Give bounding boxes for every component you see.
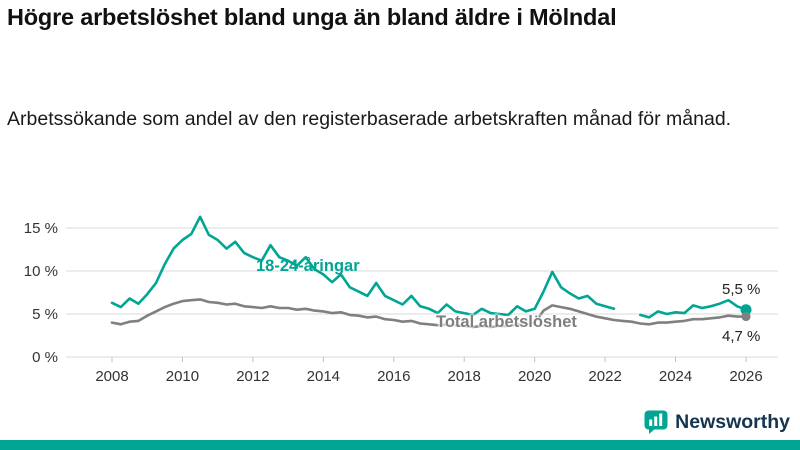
svg-text:2022: 2022 xyxy=(588,368,621,385)
svg-text:2016: 2016 xyxy=(377,368,410,385)
brand-accent-bar xyxy=(0,440,800,450)
newsworthy-attribution: Newsworthy xyxy=(644,410,790,434)
svg-text:2024: 2024 xyxy=(659,368,692,385)
svg-text:2010: 2010 xyxy=(166,368,199,385)
newsworthy-logo-icon xyxy=(644,410,668,434)
svg-text:2014: 2014 xyxy=(307,368,340,385)
svg-text:0 %: 0 % xyxy=(32,349,58,366)
svg-text:2012: 2012 xyxy=(236,368,269,385)
chart-title: Högre arbetslöshet bland unga än bland ä… xyxy=(7,4,617,30)
svg-text:2026: 2026 xyxy=(729,368,762,385)
svg-text:5 %: 5 % xyxy=(32,306,58,323)
svg-text:15 %: 15 % xyxy=(24,220,58,237)
svg-text:10 %: 10 % xyxy=(24,263,58,280)
svg-text:2008: 2008 xyxy=(95,368,128,385)
svg-text:2018: 2018 xyxy=(448,368,481,385)
newsworthy-wordmark: Newsworthy xyxy=(675,410,790,433)
end-value-youth: 5,5 % xyxy=(722,281,761,298)
line-chart: 0 % 5 % 10 % 15 % 2008 2010 2012 2014 2016 2018 20… xyxy=(0,195,800,405)
end-value-total: 4,7 % xyxy=(722,328,761,345)
series-label-youth: 18-24-åringar xyxy=(256,257,360,275)
chart-plot-area: 0 % 5 % 10 % 15 % 2008 2010 2012 2014 2016 2018 20… xyxy=(24,215,778,385)
svg-text:2020: 2020 xyxy=(518,368,551,385)
series-label-total: Total arbetslöshet xyxy=(436,313,577,331)
chart-subtitle: Arbetssökande som andel av den registerb… xyxy=(7,108,732,130)
